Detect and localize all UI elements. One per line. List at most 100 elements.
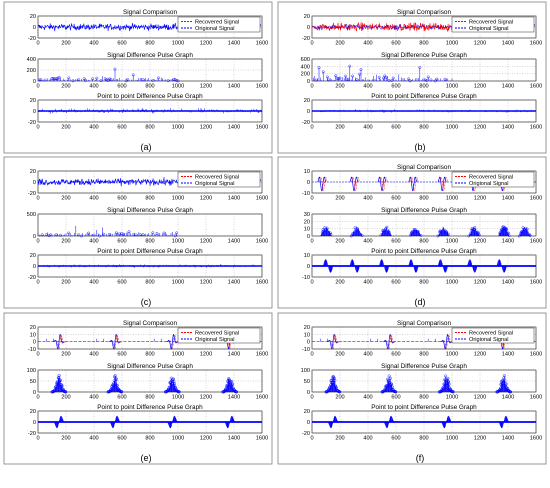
legend-label-recovered: Recovered Signal bbox=[195, 20, 239, 26]
stem-marker bbox=[502, 227, 506, 231]
subplot-title: Point to point Difference Pulse Graph bbox=[97, 404, 203, 411]
stem-marker bbox=[503, 378, 507, 382]
stem-marker bbox=[353, 226, 357, 230]
stem-marker bbox=[64, 390, 68, 394]
x-tick-label: 400 bbox=[89, 84, 98, 90]
x-tick-label: 0 bbox=[310, 436, 313, 442]
subplot-title: Signal Comparison bbox=[397, 9, 451, 16]
subplot-title: Point to point Difference Pulse Graph bbox=[371, 248, 477, 255]
x-tick-label: 400 bbox=[363, 41, 372, 47]
x-tick-label: 400 bbox=[89, 41, 98, 47]
y-tick-label: 0 bbox=[33, 340, 36, 346]
x-tick-label: 1200 bbox=[474, 436, 486, 442]
y-tick-label: 400 bbox=[27, 57, 36, 63]
stem-marker bbox=[155, 232, 159, 235]
stem-marker bbox=[351, 74, 354, 78]
x-tick-label: 800 bbox=[419, 125, 428, 131]
x-tick-label: 200 bbox=[61, 41, 70, 47]
stem-marker bbox=[412, 228, 416, 231]
x-tick-label: 400 bbox=[89, 395, 98, 401]
series-stem-symmetric bbox=[37, 264, 262, 269]
y-tick-label: 20 bbox=[30, 98, 36, 104]
stem-marker bbox=[477, 233, 481, 237]
x-tick-label: 1400 bbox=[502, 239, 514, 245]
x-tick-label: 400 bbox=[89, 352, 98, 358]
x-tick-label: 0 bbox=[310, 196, 313, 202]
stem-marker bbox=[67, 231, 71, 235]
x-tick-label: 1400 bbox=[502, 395, 514, 401]
series-stem bbox=[37, 67, 180, 83]
stem-marker bbox=[338, 390, 342, 394]
x-tick-label: 600 bbox=[117, 352, 126, 358]
subplot-3: Point to point Difference Pulse Graph 0 20… bbox=[302, 93, 542, 131]
x-tick-label: 200 bbox=[335, 125, 344, 131]
x-tick-label: 1400 bbox=[228, 395, 240, 401]
x-tick-label: 200 bbox=[61, 125, 70, 131]
stem-marker bbox=[67, 76, 71, 80]
x-tick-label: 400 bbox=[363, 125, 372, 131]
x-tick-label: 0 bbox=[36, 395, 39, 401]
signal-line bbox=[37, 177, 179, 187]
stem-marker bbox=[444, 374, 448, 378]
stem-marker bbox=[334, 384, 338, 388]
signal-burst bbox=[408, 176, 418, 192]
x-tick-label: 1000 bbox=[446, 41, 458, 47]
x-tick-label: 1400 bbox=[228, 196, 240, 202]
x-tick-label: 1000 bbox=[172, 125, 184, 131]
x-tick-label: 1200 bbox=[200, 395, 212, 401]
stem-marker bbox=[235, 390, 239, 394]
x-tick-label: 1200 bbox=[474, 395, 486, 401]
stem-marker bbox=[173, 385, 177, 389]
stem-marker bbox=[103, 77, 107, 81]
stem-marker bbox=[387, 79, 391, 82]
y-tick-label: -20 bbox=[28, 275, 36, 281]
stem-marker bbox=[503, 226, 506, 230]
x-tick-label: 0 bbox=[36, 84, 39, 90]
x-tick-label: 600 bbox=[117, 395, 126, 401]
stem-marker bbox=[114, 378, 118, 382]
stem-marker bbox=[84, 79, 88, 82]
stem-marker bbox=[389, 383, 393, 387]
y-tick-label: 20 bbox=[304, 14, 310, 20]
stem-marker bbox=[348, 64, 352, 68]
series-sparse-symmetric bbox=[312, 415, 536, 429]
signal-burst-recovered bbox=[379, 176, 388, 192]
x-tick-label: 1200 bbox=[200, 41, 212, 47]
x-tick-label: 1000 bbox=[172, 436, 184, 442]
x-tick-label: 800 bbox=[419, 395, 428, 401]
x-tick-label: 800 bbox=[419, 84, 428, 90]
x-tick-label: 600 bbox=[391, 280, 400, 286]
x-tick-label: 400 bbox=[363, 352, 372, 358]
x-tick-label: 1000 bbox=[172, 196, 184, 202]
x-tick-label: 0 bbox=[36, 239, 39, 245]
x-tick-label: 200 bbox=[61, 352, 70, 358]
x-tick-label: 600 bbox=[391, 395, 400, 401]
x-tick-label: 1200 bbox=[200, 352, 212, 358]
x-tick-label: 1000 bbox=[172, 84, 184, 90]
x-tick-label: 1400 bbox=[228, 436, 240, 442]
legend-label-recovered: Recovered Signal bbox=[195, 331, 239, 337]
subplot-3: Point to point Difference Pulse Graph 0 20… bbox=[28, 248, 268, 286]
x-tick-label: 400 bbox=[89, 125, 98, 131]
y-tick-label: 20 bbox=[30, 169, 36, 175]
x-tick-label: 1400 bbox=[228, 239, 240, 245]
x-tick-label: 1000 bbox=[446, 125, 458, 131]
subplot-1: 0 200 400 600 800 1000 1200 1400 1600-20020Recov… bbox=[28, 169, 268, 202]
panel-label: (f) bbox=[416, 453, 425, 463]
signal-burst-recovered bbox=[351, 176, 360, 192]
subplot-title: Point to point Difference Pulse Graph bbox=[371, 93, 477, 100]
x-tick-label: 1200 bbox=[474, 41, 486, 47]
x-tick-label: 0 bbox=[310, 395, 313, 401]
signal-burst bbox=[109, 334, 121, 350]
x-tick-label: 0 bbox=[36, 352, 39, 358]
stem-marker bbox=[332, 376, 336, 380]
legend-box bbox=[177, 327, 261, 344]
y-tick-label: 0 bbox=[33, 264, 36, 270]
